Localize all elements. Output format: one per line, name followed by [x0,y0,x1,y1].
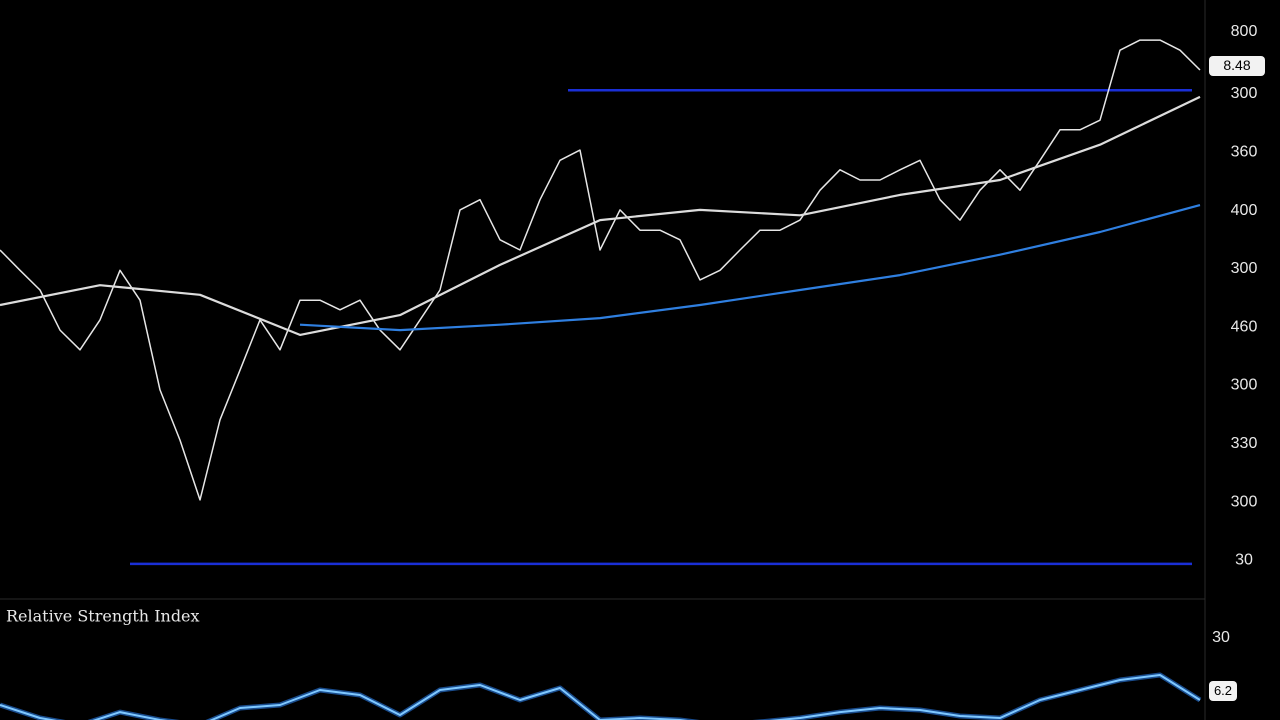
price-badge-box [1209,56,1265,76]
indicator-title: Relative Strength Index [6,607,200,626]
indicator-badge: 6.2 [1214,683,1232,698]
series-line [299,204,1201,332]
y-axis-label: 330 [1231,435,1258,452]
y-axis-label: 300 [1231,260,1258,277]
y-axis-label: 460 [1231,318,1258,335]
y-axis-label: 300 [1231,493,1258,510]
y-axis-label: 30 [1235,552,1253,569]
y-axis-label: 800 [1231,23,1258,40]
series-line [0,95,1201,336]
y-axis-label: 360 [1231,144,1258,161]
y-axis-label: 300 [1231,377,1258,394]
price-badge: 8.48 [1223,57,1250,73]
y-axis-label: 300 [1231,85,1258,102]
series-line [0,39,1201,501]
indicator-axis-label: 30 [1212,629,1230,646]
y-axis-label: 400 [1231,202,1258,219]
series-line [0,674,1201,720]
indicator-badge-box [1209,681,1237,701]
